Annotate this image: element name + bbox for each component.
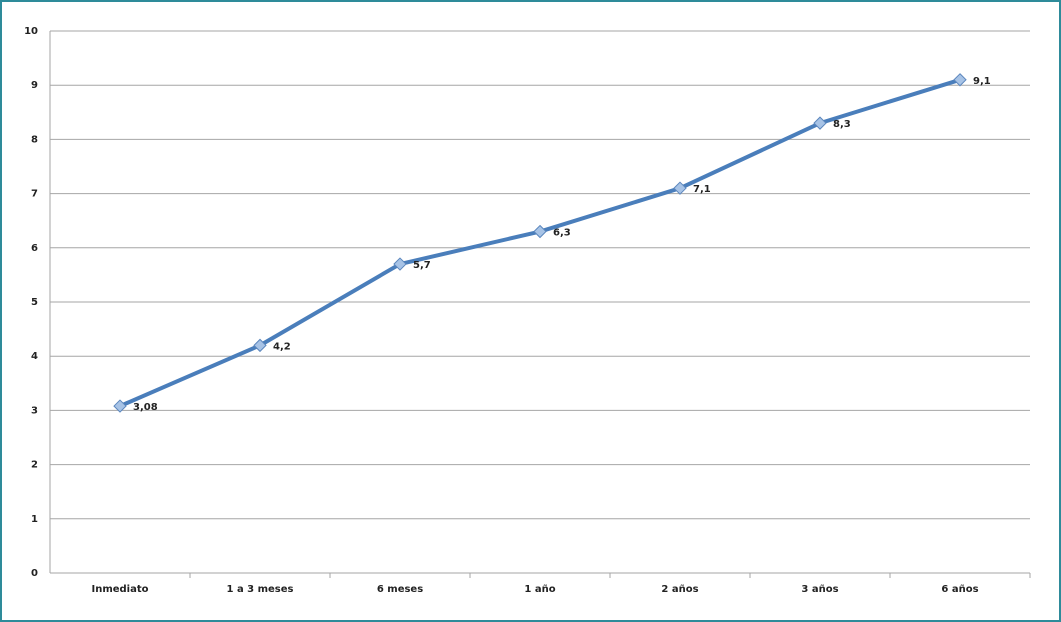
y-tick-label: 6 [31,243,38,254]
y-tick-label: 8 [31,134,38,145]
y-tick-label: 1 [31,514,38,525]
x-tick-label: 1 a 3 meses [227,584,294,595]
data-label: 7,1 [693,184,711,195]
data-label: 3,08 [133,402,158,413]
y-tick-label: 9 [31,80,38,91]
marker [393,257,407,271]
data-label: 5,7 [413,260,431,271]
y-tick-label: 7 [31,189,38,200]
y-tick-label: 5 [31,297,38,308]
marker [253,338,267,353]
data-label: 8,3 [833,119,851,130]
data-label: 6,3 [553,228,571,239]
marker [813,116,827,130]
x-tick-label: 1 año [524,584,555,595]
y-tick-label: 2 [31,460,38,471]
marker [673,181,687,195]
y-tick-label: 4 [31,351,38,362]
y-tick-label: 10 [24,26,38,37]
x-tick-label: 2 años [661,584,698,595]
x-tick-label: Inmediato [91,584,148,595]
y-tick-label: 0 [31,568,38,579]
y-tick-label: 3 [31,405,38,416]
marker [113,399,127,413]
marker [953,73,967,87]
data-label: 9,1 [973,76,991,87]
x-tick-label: 3 años [801,584,838,595]
x-tick-label: 6 meses [377,584,423,595]
data-label: 4,2 [273,341,291,352]
x-tick-label: 6 años [941,584,978,595]
marker [533,224,547,239]
